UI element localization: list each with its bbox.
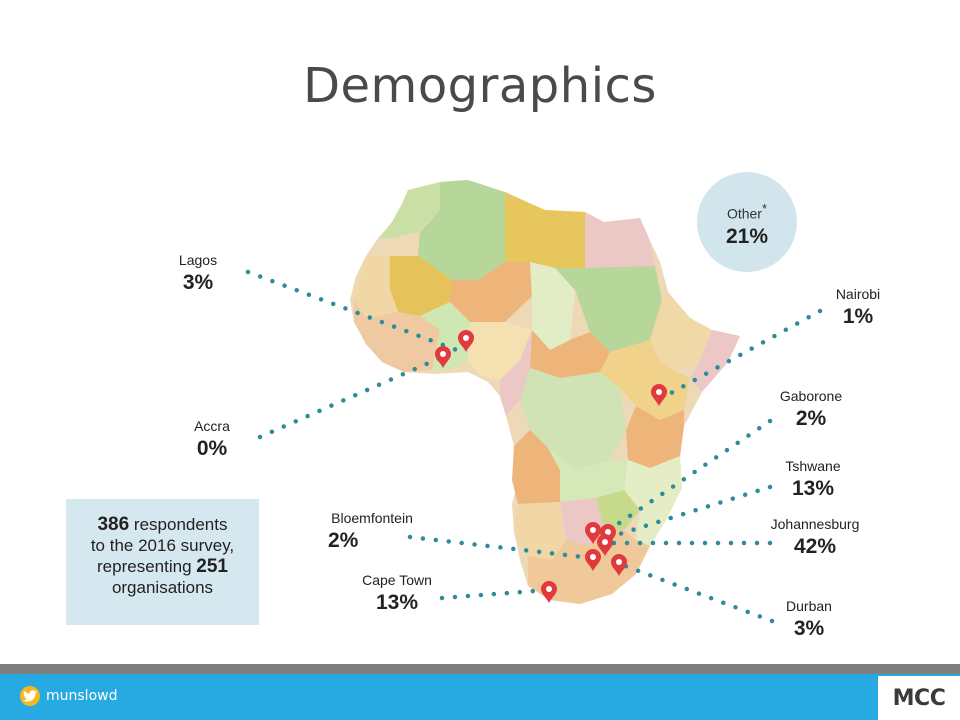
pin-icon: [541, 581, 557, 603]
pin-icon: [585, 522, 601, 544]
pin-icon: [611, 554, 627, 576]
logo-text: MCC: [892, 685, 946, 711]
city-percent: 3%: [182, 271, 214, 294]
city-percent: 2%: [795, 407, 827, 430]
city-name: Cape Town: [362, 572, 432, 588]
region-namibia: [514, 502, 566, 560]
city-label-nairobi: Nairobi 1%: [822, 286, 894, 329]
region-ethiopia: [650, 292, 712, 372]
leader-accra: [257, 355, 443, 440]
footer-divider: [0, 664, 960, 674]
pin-icon: [458, 330, 474, 352]
region-car: [530, 330, 610, 378]
region-chad: [530, 262, 575, 350]
page-title: Demographics: [303, 58, 657, 114]
city-percent: 2%: [328, 529, 359, 552]
region-mali: [390, 256, 452, 316]
summary-line-4: organisations: [111, 578, 214, 597]
twitter-handle[interactable]: munslowd: [20, 684, 117, 708]
region-westcoast: [354, 300, 440, 372]
survey-summary-box: 386 respondents to the 2016 survey, repr…: [66, 499, 259, 625]
city-percent: 13%: [791, 477, 835, 500]
handle-text: munslowd: [46, 688, 118, 704]
other-label: Other*: [697, 201, 797, 222]
other-bubble: Other* 21%: [697, 172, 797, 272]
region-drc: [520, 368, 626, 470]
respondents-count: 386: [97, 514, 130, 535]
region-algeria: [418, 180, 505, 280]
region-zimbabwe: [596, 490, 640, 530]
footer-bar: [0, 674, 960, 720]
other-percent: 21%: [725, 224, 769, 248]
region-angola: [512, 430, 560, 504]
city-label-johannesburg: Johannesburg 42%: [760, 516, 870, 559]
city-label-bloemfontein: Bloemfontein 2%: [322, 510, 422, 553]
region-tanzania: [626, 406, 684, 468]
leader-tshwane: [607, 484, 773, 540]
region-somalia: [690, 330, 740, 392]
leader-lines: [245, 269, 823, 624]
location-pins: [435, 330, 667, 603]
city-percent: 1%: [842, 305, 874, 328]
region-nigeria: [468, 322, 532, 380]
summary-line-1: 386 respondents: [66, 514, 259, 535]
city-label-gaborone: Gaborone 2%: [770, 388, 852, 431]
leader-nairobi: [659, 308, 823, 401]
city-percent: 0%: [196, 437, 228, 460]
city-label-lagos: Lagos 3%: [166, 252, 230, 295]
region-cameroon: [500, 330, 532, 416]
region-ghana-band: [420, 302, 470, 370]
city-label-accra: Accra 0%: [180, 418, 244, 461]
summary-line-3: representing 251: [66, 556, 259, 577]
region-kenya: [600, 340, 690, 420]
other-name: Other: [726, 205, 762, 222]
leader-cape-town: [439, 587, 551, 601]
city-label-tshwane: Tshwane 13%: [774, 458, 852, 501]
city-label-cape-town: Cape Town 13%: [350, 572, 444, 615]
city-name: Gaborone: [779, 388, 843, 404]
city-name: Bloemfontein: [331, 510, 413, 526]
region-zambia: [548, 448, 628, 502]
city-name: Tshwane: [785, 458, 841, 474]
organisations-count: 251: [196, 556, 228, 577]
summary-line-2: to the 2016 survey,: [90, 536, 235, 555]
pin-icon: [651, 384, 667, 406]
region-sudan: [555, 266, 662, 352]
other-asterisk: *: [761, 201, 768, 216]
pin-icon: [585, 549, 601, 571]
representing-label: representing: [97, 557, 192, 576]
city-percent: 42%: [793, 535, 837, 558]
region-egypt: [585, 212, 655, 268]
region-morocco: [380, 182, 440, 238]
region-mauritania: [354, 256, 398, 318]
city-percent: 13%: [375, 591, 419, 614]
pin-icon: [597, 534, 613, 556]
respondents-label: respondents: [133, 515, 228, 534]
city-name: Nairobi: [835, 286, 881, 302]
city-name: Lagos: [178, 252, 218, 268]
pin-icon: [435, 346, 451, 368]
region-niger: [450, 262, 532, 322]
city-name: Johannesburg: [770, 516, 860, 532]
leader-bloemfontein: [407, 534, 595, 561]
city-name: Durban: [786, 598, 832, 614]
region-libya: [505, 192, 585, 268]
city-label-durban: Durban 3%: [772, 598, 846, 641]
leader-durban: [617, 561, 775, 624]
mcc-logo: MCC: [878, 676, 960, 720]
twitter-icon: [20, 686, 40, 706]
leader-lagos: [245, 269, 465, 355]
city-name: Accra: [194, 418, 230, 434]
city-percent: 3%: [793, 617, 825, 640]
